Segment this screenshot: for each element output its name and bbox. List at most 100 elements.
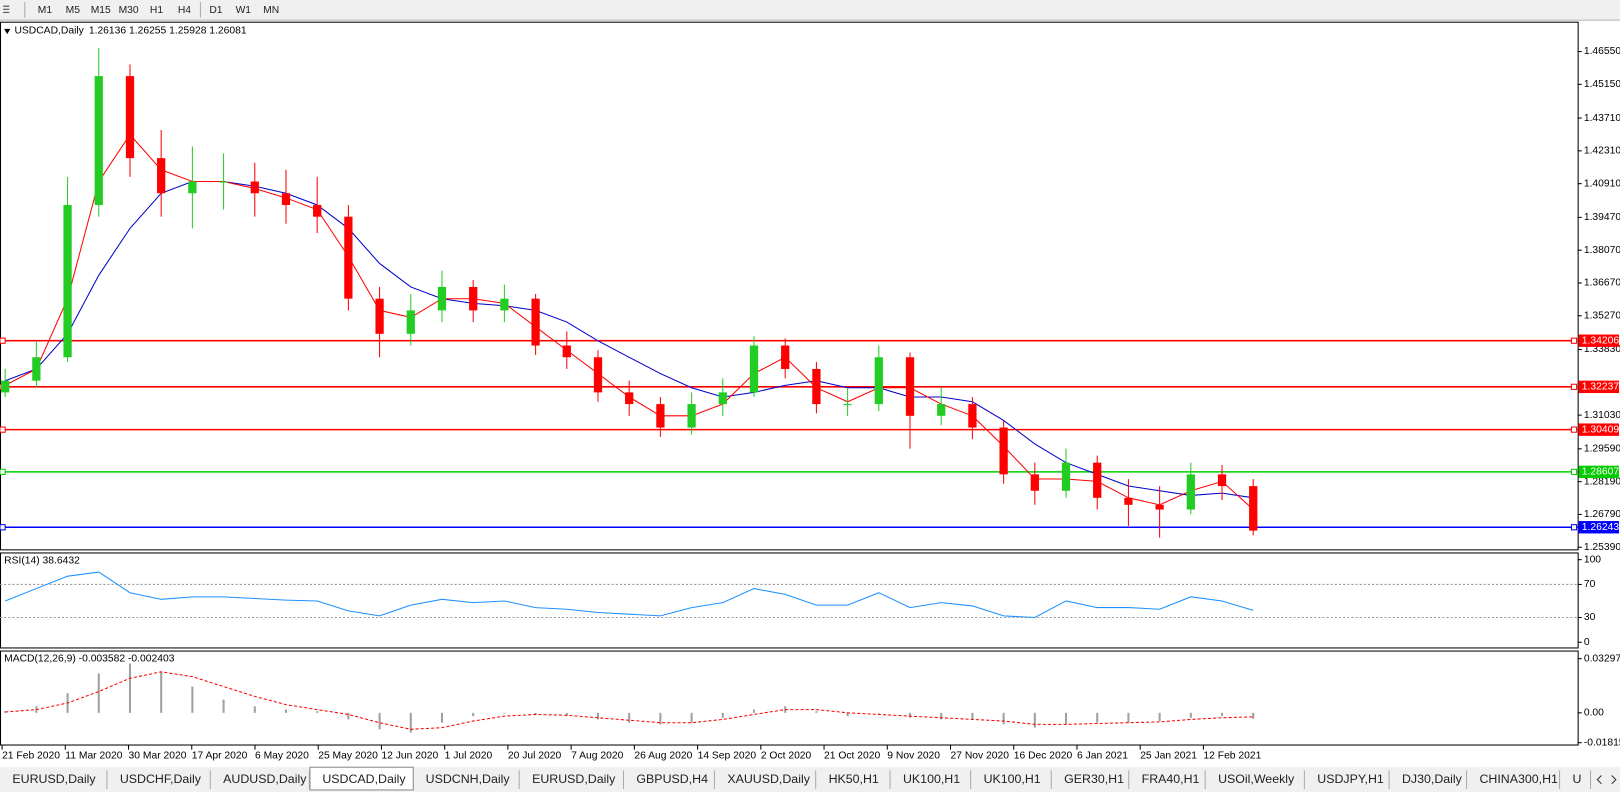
macd-bar bbox=[1127, 712, 1130, 723]
symbol-tab[interactable]: GER30,H1 bbox=[1064, 770, 1130, 789]
collapse-icon[interactable] bbox=[4, 28, 11, 35]
timeframe-button[interactable]: H4 bbox=[178, 5, 191, 16]
timeframe-label: D1 bbox=[209, 5, 222, 16]
candle-body bbox=[250, 181, 259, 194]
symbol-tab[interactable]: FRA40,H1 bbox=[1142, 770, 1206, 789]
level-label-bg bbox=[1578, 423, 1619, 436]
x-tick-label: 6 May 2020 bbox=[255, 751, 309, 762]
level-handle[interactable] bbox=[0, 468, 6, 475]
level-handle[interactable] bbox=[0, 524, 6, 531]
level-handle[interactable] bbox=[1570, 426, 1578, 433]
tab-label: GER30,H1 bbox=[1064, 772, 1124, 786]
x-tick-label: 1 Jul 2020 bbox=[445, 751, 493, 762]
macd-title: MACD(12,26,9) -0.003582 -0.002403 bbox=[4, 654, 175, 665]
level-handle[interactable] bbox=[1570, 524, 1578, 531]
candle-body bbox=[781, 345, 790, 369]
timeframe-button[interactable]: D1 bbox=[209, 5, 222, 16]
x-tick-label: 25 Jan 2021 bbox=[1140, 751, 1197, 762]
candle-body bbox=[469, 286, 478, 311]
y-tick-label: 70 bbox=[1584, 579, 1596, 590]
macd-bar bbox=[721, 712, 724, 718]
macd-bar bbox=[472, 712, 475, 717]
candle-body bbox=[999, 427, 1008, 475]
active-tab-bg bbox=[309, 766, 414, 791]
level-handle[interactable] bbox=[1570, 383, 1578, 390]
x-tick-label: 11 Mar 2020 bbox=[65, 751, 122, 762]
candle-body bbox=[968, 404, 977, 428]
tab-label: XAUUSD,Daily bbox=[727, 772, 810, 786]
y-tick-label: 1.45150 bbox=[1584, 79, 1620, 90]
timeframe-label: H4 bbox=[178, 5, 191, 16]
macd-bar bbox=[1096, 712, 1099, 723]
symbol-tab[interactable]: EURUSD,Daily bbox=[532, 770, 625, 789]
y-tick-label: 30 bbox=[1584, 612, 1596, 623]
macd-bar bbox=[160, 671, 163, 713]
candle-body bbox=[188, 181, 197, 194]
timeframe-label: H1 bbox=[150, 5, 163, 16]
level-handle[interactable] bbox=[0, 426, 6, 433]
x-tick-label: 12 Feb 2021 bbox=[1203, 751, 1261, 762]
symbol-tab[interactable]: USDCHF,Daily bbox=[120, 770, 211, 789]
macd-bar bbox=[690, 712, 693, 723]
macd-bar bbox=[440, 712, 444, 723]
rsi-line bbox=[4, 571, 1254, 619]
candle-body bbox=[63, 204, 72, 358]
candle-body bbox=[344, 216, 353, 299]
symbol-tab[interactable]: CHINA300,H1 bbox=[1479, 770, 1561, 789]
symbol-tab[interactable]: UK100,H1 bbox=[984, 770, 1052, 789]
symbol-tab[interactable]: XAUUSD,Daily bbox=[727, 770, 817, 789]
y-tick-label: -0.018154 bbox=[1584, 737, 1620, 748]
symbol-tab[interactable]: USDJPY,H1 bbox=[1317, 770, 1390, 789]
tab-scroll[interactable] bbox=[1596, 775, 1617, 785]
macd-bar bbox=[1252, 712, 1255, 719]
level-handle[interactable] bbox=[0, 337, 6, 344]
menu-icon[interactable] bbox=[3, 5, 10, 13]
symbol-tab[interactable]: DJ30,Daily bbox=[1402, 770, 1468, 789]
level-handle[interactable] bbox=[1570, 468, 1578, 475]
timeframe-button[interactable]: W1 bbox=[236, 5, 252, 16]
candle-body bbox=[1030, 474, 1039, 491]
macd-bar bbox=[316, 711, 319, 713]
toolbar bbox=[0, 0, 1620, 20]
symbol-tab[interactable]: USDCAD,Daily bbox=[309, 766, 414, 791]
timeframe-label: M15 bbox=[91, 5, 111, 16]
timeframe-button[interactable]: M30 bbox=[119, 5, 139, 16]
symbol-tab[interactable]: UK100,H1 bbox=[903, 770, 972, 789]
macd-bar bbox=[628, 712, 631, 723]
timeframe-label: MN bbox=[263, 5, 279, 16]
candle-body bbox=[937, 404, 946, 416]
candle-body bbox=[562, 345, 571, 358]
tab-label: USDCAD,Daily bbox=[322, 772, 406, 786]
x-tick-label: 21 Oct 2020 bbox=[824, 751, 880, 762]
y-tick-label: 1.42310 bbox=[1584, 146, 1620, 157]
timeframe-button[interactable]: M5 bbox=[66, 5, 81, 16]
symbol-tab[interactable]: U bbox=[1572, 770, 1592, 789]
symbol-tab[interactable]: USOil,Weekly bbox=[1218, 770, 1305, 789]
symbol-tab[interactable]: EURUSD,Daily bbox=[12, 770, 108, 789]
macd-bar bbox=[940, 712, 943, 720]
tab-bar bbox=[0, 767, 1620, 792]
symbol-tab[interactable]: GBPUSD,H4 bbox=[636, 770, 715, 789]
candle-body bbox=[281, 193, 291, 205]
candle-body bbox=[157, 158, 166, 194]
timeframe-button[interactable]: M1 bbox=[38, 5, 53, 16]
candle-body bbox=[656, 404, 665, 428]
symbol-tab[interactable]: HK50,H1 bbox=[829, 770, 891, 789]
candle-body bbox=[125, 76, 135, 159]
x-tick-label: 17 Apr 2020 bbox=[192, 751, 248, 762]
tab-label: HK50,H1 bbox=[829, 772, 879, 786]
y-tick-label: 1.40910 bbox=[1584, 178, 1620, 189]
symbol-tab[interactable]: USDCNH,Daily bbox=[426, 770, 520, 789]
y-tick-label: 1.25390 bbox=[1584, 542, 1620, 553]
macd-bar bbox=[534, 712, 537, 715]
candle-body bbox=[1155, 504, 1164, 510]
tab-label: UK100,H1 bbox=[984, 772, 1041, 786]
timeframe-button[interactable]: MN bbox=[263, 5, 279, 16]
candle-body bbox=[375, 298, 384, 334]
level-handle[interactable] bbox=[1570, 337, 1578, 344]
timeframe-button[interactable]: M15 bbox=[91, 5, 111, 16]
timeframe-label: W1 bbox=[236, 5, 252, 16]
y-tick-label: 1.43710 bbox=[1584, 113, 1620, 124]
candle-body bbox=[1124, 497, 1133, 505]
timeframe-button[interactable]: H1 bbox=[150, 5, 163, 16]
